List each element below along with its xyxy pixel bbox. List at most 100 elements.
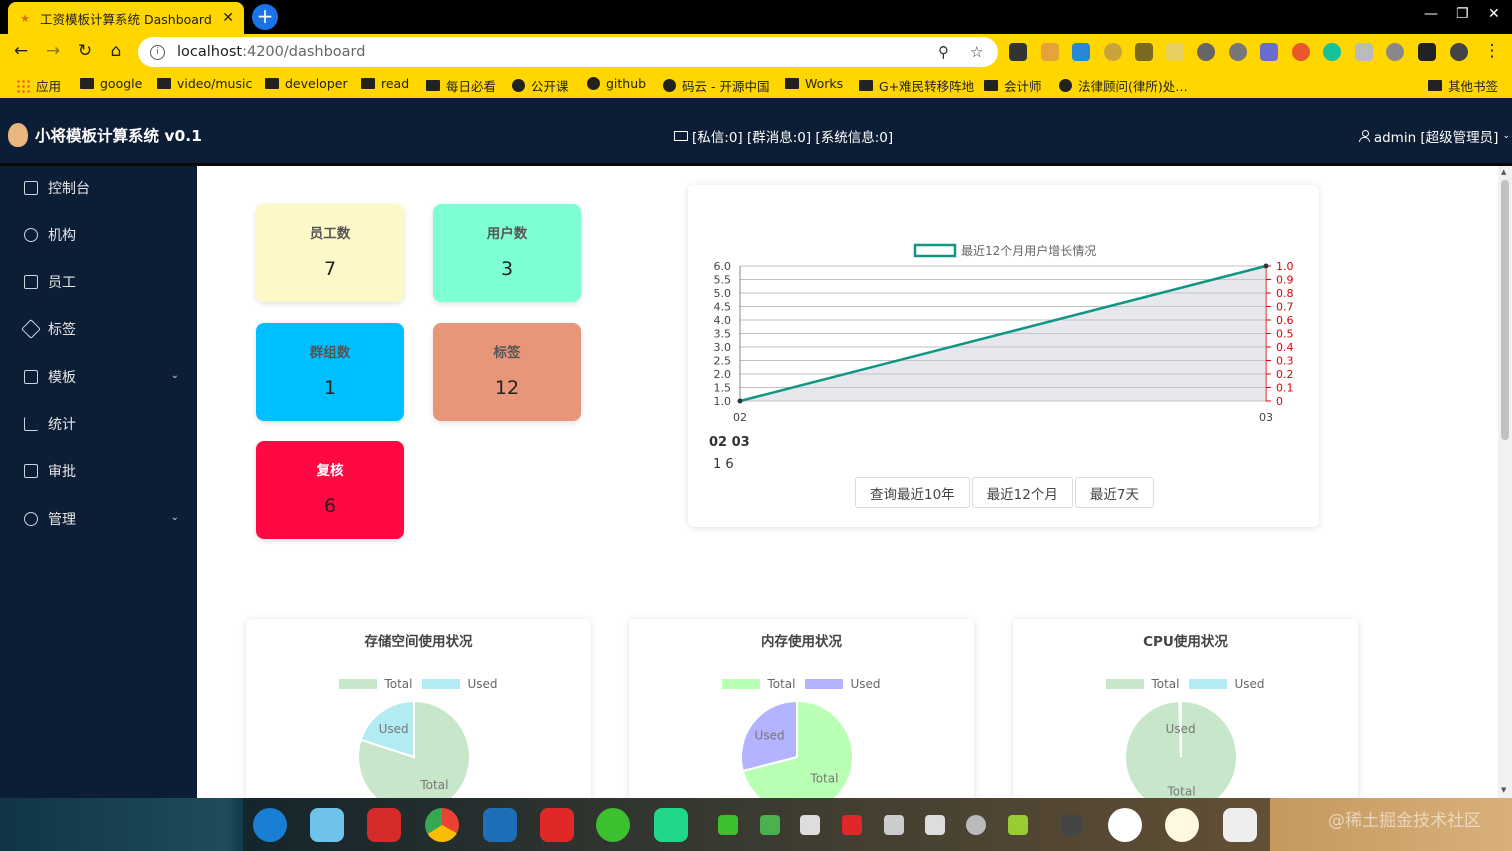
url-path: :4200/dashboard <box>242 44 366 60</box>
bookmark-folder[interactable]: video/music <box>157 76 252 91</box>
browser-toolbar: ← → ↻ ⌂ i localhost:4200/dashboard ⚲ ☆ ⋮ <box>0 34 1512 70</box>
key-icon[interactable]: ⚲ <box>938 43 949 61</box>
profile-avatar[interactable] <box>1450 43 1468 61</box>
legend-item-used[interactable]: Used <box>422 677 498 691</box>
scroll-up-icon[interactable]: ▲ <box>1501 168 1507 176</box>
keyboard-icon[interactable] <box>800 815 820 835</box>
volume-muted-icon[interactable] <box>925 815 945 835</box>
sidebar-item-templates[interactable]: 模板 ⌄ <box>0 357 197 397</box>
extension-icon[interactable] <box>1104 43 1122 61</box>
bookmark-folder[interactable]: G+难民转移阵地 <box>859 76 974 95</box>
bookmark-link[interactable]: 法律顾问(律所)处… <box>1059 76 1188 95</box>
extension-icon[interactable] <box>1197 43 1215 61</box>
messages-summary[interactable]: [私信:0] [群消息:0] [系统信息:0] <box>674 126 893 146</box>
extension-icon[interactable] <box>1229 43 1247 61</box>
sidebar-item-tags[interactable]: 标签 <box>0 309 197 349</box>
usb-icon[interactable] <box>884 815 904 835</box>
music-tray-icon[interactable] <box>842 815 862 835</box>
extension-icon[interactable] <box>1166 43 1184 61</box>
people-icon <box>24 228 38 242</box>
wechat-tray-icon[interactable] <box>718 815 738 835</box>
scrollbar-thumb[interactable] <box>1501 180 1509 440</box>
sidebar-item-dashboard[interactable]: 控制台 <box>0 168 197 208</box>
chrome-icon[interactable] <box>425 808 459 842</box>
bookmark-star-icon[interactable]: ☆ <box>970 43 984 61</box>
scroll-down-icon[interactable]: ▼ <box>1501 786 1507 794</box>
wechat-icon[interactable] <box>596 808 630 842</box>
extension-icon[interactable] <box>1292 43 1310 61</box>
stat-card-review[interactable]: 复核 6 <box>256 441 404 539</box>
sidebar-item-employees[interactable]: 员工 <box>0 262 197 302</box>
music-app-icon[interactable] <box>540 808 574 842</box>
browser-tab[interactable]: ★ 工资模板计算系统 Dashboard ✕ <box>8 2 244 34</box>
extension-icon[interactable] <box>1386 43 1404 61</box>
forward-arrow-icon[interactable]: → <box>45 41 61 61</box>
bookmark-folder[interactable]: Works <box>785 76 843 91</box>
extension-icon[interactable] <box>1041 43 1059 61</box>
extension-icon[interactable] <box>1260 43 1278 61</box>
battery-icon[interactable] <box>1008 815 1028 835</box>
stat-card-employees[interactable]: 员工数 7 <box>256 204 404 302</box>
minimize-icon[interactable]: — <box>1424 6 1438 22</box>
stat-card-groups[interactable]: 群组数 1 <box>256 323 404 421</box>
pie-title: 存储空间使用状况 <box>364 634 473 650</box>
stat-card-users[interactable]: 用户数 3 <box>433 204 581 302</box>
restore-icon[interactable]: ❐ <box>1456 6 1469 22</box>
growth-summary-x: 02 03 <box>709 435 750 450</box>
sidebar-item-organization[interactable]: 机构 <box>0 215 197 255</box>
sidebar-item-management[interactable]: 管理 ⌄ <box>0 499 197 539</box>
window-close-icon[interactable]: ✕ <box>1488 6 1500 22</box>
bookmark-link[interactable]: 公开课 <box>512 76 569 95</box>
menu-dots-icon[interactable]: ⋮ <box>1483 41 1501 61</box>
send-tray-icon[interactable] <box>760 815 780 835</box>
puzzle-extensions-icon[interactable] <box>1418 43 1436 61</box>
chevron-left-icon[interactable] <box>1061 815 1081 835</box>
legend-item-total[interactable]: Total <box>339 677 412 691</box>
power-icon[interactable] <box>1108 808 1142 842</box>
page-scrollbar[interactable]: ▲ ▼ <box>1498 166 1512 798</box>
bookmark-folder[interactable]: developer <box>265 76 348 91</box>
legend-item-used[interactable]: Used <box>805 677 881 691</box>
site-info-icon[interactable]: i <box>150 44 165 60</box>
vscode-icon[interactable] <box>483 808 517 842</box>
last-10-years-button[interactable]: 查询最近10年 <box>855 477 970 508</box>
sidebar-item-statistics[interactable]: 统计 <box>0 404 197 444</box>
extension-icon[interactable] <box>1323 43 1341 61</box>
back-arrow-icon[interactable]: ← <box>13 41 29 61</box>
file-manager-icon[interactable] <box>310 808 344 842</box>
new-tab-button[interactable]: + <box>252 4 278 30</box>
last-12-months-button[interactable]: 最近12个月 <box>971 477 1073 508</box>
clock-icon[interactable] <box>1165 808 1199 842</box>
bookmark-apps[interactable]: 应用 <box>16 76 61 95</box>
extension-icon[interactable] <box>1072 43 1090 61</box>
legend-item-used[interactable]: Used <box>1189 677 1265 691</box>
user-menu[interactable]: admin [超级管理员] ⌄ <box>1358 126 1510 146</box>
bookmark-link[interactable]: 码云 - 开源中国 <box>663 76 769 95</box>
bookmark-other-folder[interactable]: 其他书签 <box>1428 76 1498 95</box>
bookmark-folder[interactable]: google <box>80 76 142 91</box>
pycharm-icon[interactable] <box>654 808 688 842</box>
app-brand[interactable]: 小将模板计算系统 v0.1 <box>35 127 202 145</box>
last-7-days-button[interactable]: 最近7天 <box>1074 477 1154 508</box>
series-line <box>739 264 1267 403</box>
stat-card-tags[interactable]: 标签 12 <box>433 323 581 421</box>
extension-icon[interactable] <box>1135 43 1153 61</box>
extension-icon[interactable] <box>1355 43 1373 61</box>
bookmark-folder[interactable]: 每日必看 <box>426 76 496 95</box>
extension-icon[interactable] <box>1009 43 1027 61</box>
launcher-icon[interactable] <box>253 808 287 842</box>
reload-icon[interactable]: ↻ <box>77 41 93 61</box>
legend-item-total[interactable]: Total <box>1106 677 1179 691</box>
bookmark-folder[interactable]: read <box>361 76 409 91</box>
legend-item-total[interactable]: Total <box>722 677 795 691</box>
tab-close-icon[interactable]: ✕ <box>222 10 234 26</box>
address-bar[interactable]: i localhost:4200/dashboard ⚲ ☆ <box>138 37 998 67</box>
terminal-icon[interactable] <box>367 808 401 842</box>
home-icon[interactable]: ⌂ <box>110 41 122 61</box>
trash-icon[interactable] <box>1223 808 1257 842</box>
bookmark-folder[interactable]: 会计师 <box>984 76 1042 95</box>
bookmark-link[interactable]: github <box>587 76 646 91</box>
wifi-icon[interactable] <box>966 815 986 835</box>
data-point <box>737 398 743 404</box>
sidebar-item-approval[interactable]: 审批 <box>0 451 197 491</box>
